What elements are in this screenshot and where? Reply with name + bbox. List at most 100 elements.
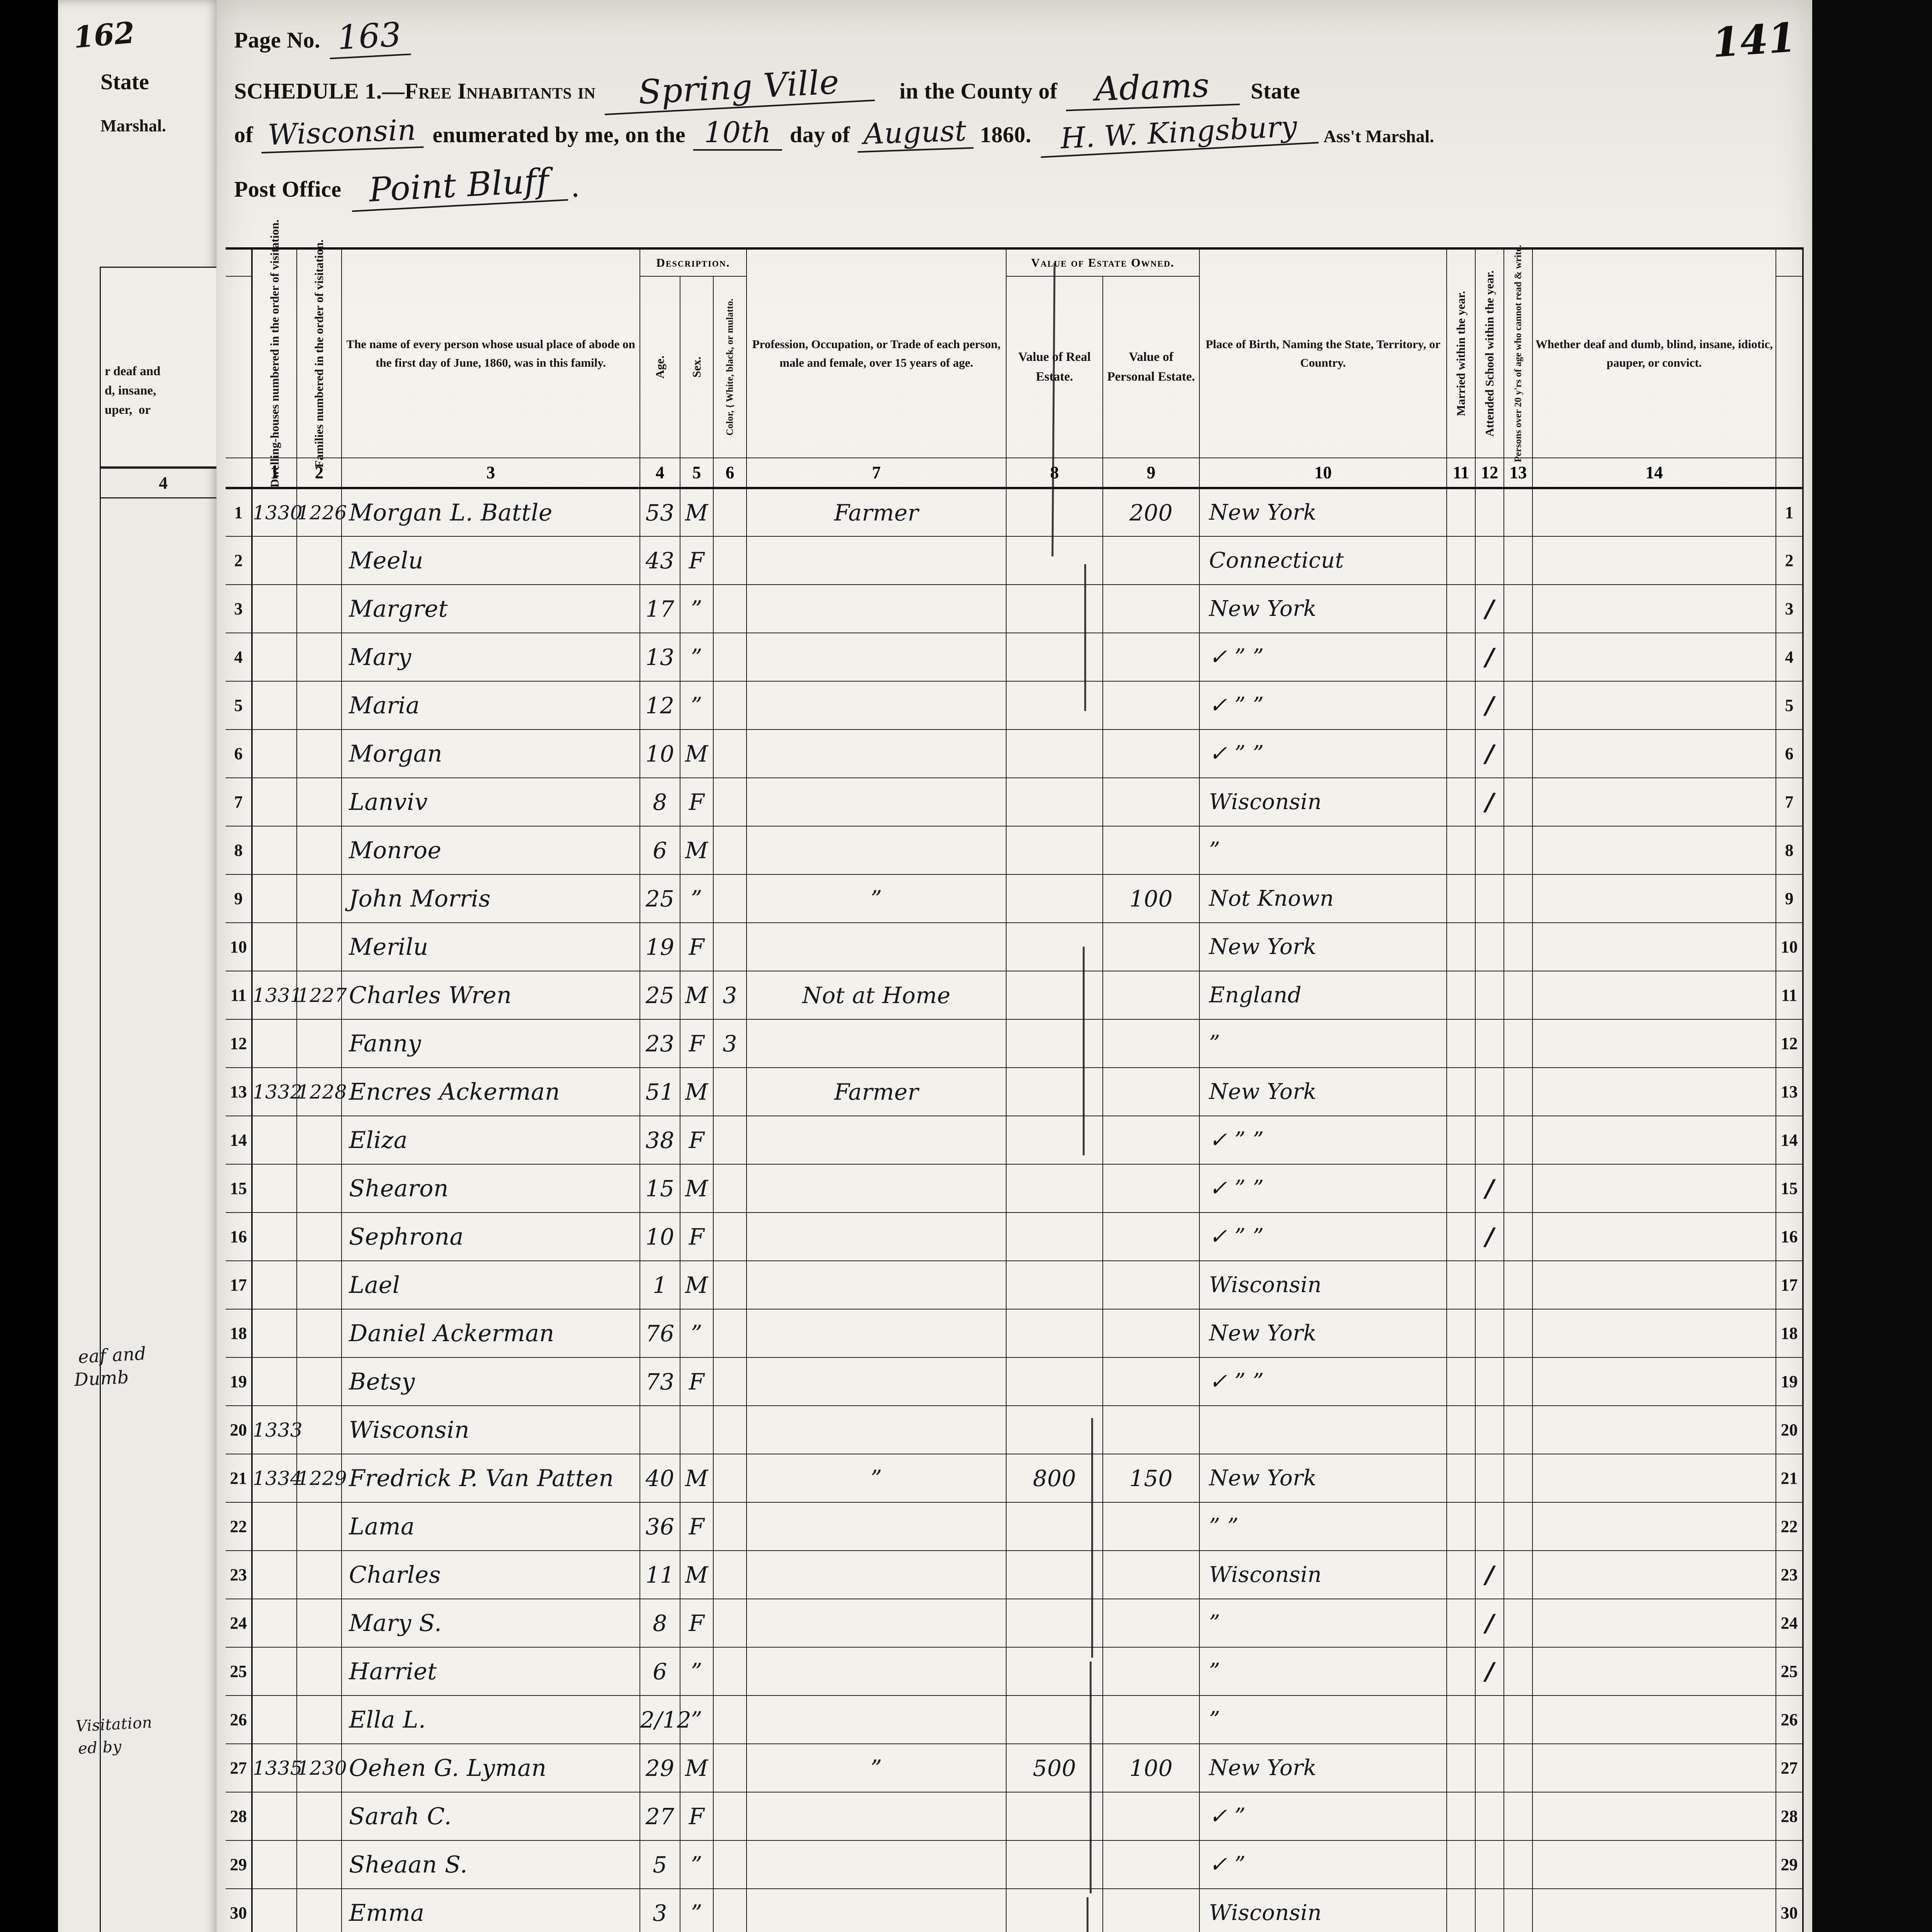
- col-header-dwelling: Dwelling-houses numbered in the order of…: [252, 219, 297, 488]
- row-number-right: 2: [1776, 536, 1804, 585]
- table-row[interactable]: 22 Lama 36 F ” ” 22: [226, 1502, 1804, 1551]
- cell-dwelling-number: [252, 1309, 297, 1358]
- table-row[interactable]: 6 Morgan 10 M ✓ ” ” / 6: [226, 729, 1804, 778]
- cell-sex: ”: [680, 681, 714, 730]
- table-row[interactable]: 15 Shearon 15 M ✓ ” ”/15: [226, 1164, 1804, 1213]
- cell-cannot-read-write: [1503, 1067, 1533, 1116]
- cell-defects: [1532, 536, 1777, 585]
- table-row[interactable]: 5 Maria 12” ✓ ” ” / 5: [226, 681, 1804, 730]
- table-row[interactable]: 1 1330 1226 Morgan L. Battle 53 M Farmer 200 New…: [226, 488, 1804, 537]
- col-header-color: Color, { White, black, or mulatto.: [713, 276, 747, 458]
- cell-attended-school: /: [1475, 1212, 1505, 1261]
- cell-occupation: Farmer: [746, 488, 1007, 537]
- page-number-value: 163: [328, 15, 411, 60]
- table-row[interactable]: 16 Sephrona 10 F ✓ ” ” / 16: [226, 1212, 1804, 1261]
- cell-color: [713, 1647, 747, 1696]
- cell-birthplace: New York: [1199, 922, 1447, 971]
- enumerated-label: enumerated by me, on the: [432, 122, 686, 147]
- table-row[interactable]: 25 Harriet 6””/25: [226, 1647, 1804, 1696]
- table-row[interactable]: 8 Monroe 6 M ” 8: [226, 826, 1804, 875]
- previous-page-col14-header: r deaf and d, insane, uper, or: [100, 267, 220, 468]
- cell-family-number: [296, 1309, 342, 1358]
- cell-real-estate: [1006, 922, 1104, 971]
- cell-sex: F: [680, 1212, 714, 1261]
- table-row[interactable]: 4 Mary 13” ✓ ” ” / 4: [226, 633, 1804, 682]
- cell-cannot-read-write: [1503, 1405, 1533, 1454]
- table-row[interactable]: 12 Fanny 23 F 3 ” 12: [226, 1019, 1804, 1068]
- cell-family-number: [296, 922, 342, 971]
- cell-occupation: [746, 1019, 1007, 1068]
- col-header-family-label: Families numbered in the order of visita…: [312, 239, 326, 468]
- col-header-school-label: Attended School within the year.: [1482, 270, 1496, 437]
- county-label: in the County of: [899, 78, 1058, 104]
- group-header-row: Dwelling-houses numbered in the order of…: [226, 219, 1804, 488]
- cell-birthplace: ”: [1199, 1695, 1447, 1744]
- cell-family-number: [296, 1405, 342, 1454]
- table-row[interactable]: 13 1332 1228 Encres Ackerman 51 M Farmer New Yo…: [226, 1067, 1804, 1116]
- table-row[interactable]: 7 Lanviv 8 F Wisconsin / 7: [226, 777, 1804, 827]
- cell-real-estate: [1006, 826, 1104, 875]
- cell-sex: ”: [680, 1695, 714, 1744]
- table-row[interactable]: 10 Merilu 19 F New York 10: [226, 922, 1804, 971]
- cell-age: 51: [639, 1067, 680, 1116]
- cell-sex: F: [680, 777, 714, 827]
- table-row[interactable]: 20 1333 Wisconsin 20: [226, 1405, 1804, 1454]
- colnum-1: 1: [252, 457, 297, 488]
- row-number-left: 2: [226, 536, 253, 585]
- table-row[interactable]: 23 Charles 11 M Wisconsin / 23: [226, 1550, 1804, 1599]
- cell-sex: ”: [680, 633, 714, 682]
- cell-age: 76: [639, 1309, 680, 1358]
- cell-age: 43: [639, 536, 680, 585]
- table-row[interactable]: 28 Sarah C. 27 F ✓ ” 28: [226, 1792, 1804, 1841]
- cell-personal-estate: [1102, 1647, 1200, 1696]
- cell-color: [713, 1550, 747, 1599]
- table-row[interactable]: 24 Mary S. 8 F ” / 24: [226, 1599, 1804, 1648]
- table-row[interactable]: 27 1335 1230 Oehen G. Lyman 29 M” 500 100 New Yo…: [226, 1743, 1804, 1793]
- cell-occupation: [746, 1502, 1007, 1551]
- cell-person-name: Charles Wren: [341, 971, 640, 1020]
- table-row[interactable]: 14 Eliza 38 F ✓ ” ” 14: [226, 1116, 1804, 1165]
- table-row[interactable]: 29 Sheaan S. 5” ✓ ” 29: [226, 1840, 1804, 1889]
- cell-attended-school: /: [1475, 1599, 1505, 1648]
- col-header-married-label: Married within the year.: [1454, 291, 1468, 417]
- cell-color: [713, 1502, 747, 1551]
- cell-age: 8: [639, 777, 680, 827]
- cell-attended-school: /: [1475, 1164, 1505, 1213]
- cell-real-estate: [1006, 1164, 1104, 1213]
- col-header-illiterate-label: Persons over 20 y'rs of age who cannot r…: [1513, 245, 1524, 463]
- cell-defects: [1532, 826, 1777, 875]
- table-row[interactable]: 11 1331 1227 Charles Wren 25 M 3 Not at Home Eng…: [226, 971, 1804, 1020]
- cell-birthplace: New York: [1199, 1067, 1447, 1116]
- row-number-left: 29: [226, 1840, 253, 1889]
- cell-age: 40: [639, 1454, 680, 1503]
- table-row[interactable]: 3 Margret 17” New York / 3: [226, 584, 1804, 633]
- cell-cannot-read-write: [1503, 922, 1533, 971]
- table-row[interactable]: 18 Daniel Ackerman 76” New York 18: [226, 1309, 1804, 1358]
- table-row[interactable]: 21 1334 1229 Fredrick P. Van Patten 40 M” 800 1…: [226, 1454, 1804, 1503]
- cell-defects: [1532, 1454, 1777, 1503]
- of-word: of: [234, 122, 253, 147]
- row-number-left: 20: [226, 1405, 253, 1454]
- row-number-right: 25: [1776, 1647, 1804, 1696]
- cell-attended-school: /: [1475, 729, 1505, 778]
- table-row[interactable]: 17 Lael 1 M Wisconsin 17: [226, 1260, 1804, 1310]
- previous-page-note-deaf: eaf and: [77, 1343, 147, 1367]
- row-number-left: 6: [226, 729, 253, 778]
- row-number-right: 4: [1776, 633, 1804, 682]
- cell-birthplace: Wisconsin: [1199, 1260, 1447, 1310]
- stray-pen-stroke-5: [1087, 1897, 1088, 1932]
- cell-married-in-year: [1446, 874, 1476, 923]
- table-row[interactable]: 26 Ella L. 2/12”” 26: [226, 1695, 1804, 1744]
- table-row[interactable]: 30 Emma 3” Wisconsin 30: [226, 1888, 1804, 1932]
- cell-married-in-year: [1446, 1164, 1476, 1213]
- row-number-right: 16: [1776, 1212, 1804, 1261]
- cell-family-number: [296, 1019, 342, 1068]
- cell-occupation: [746, 584, 1007, 633]
- cell-occupation: [746, 536, 1007, 585]
- cell-age: [639, 1405, 680, 1454]
- cell-birthplace: Not Known: [1199, 874, 1447, 923]
- table-row[interactable]: 9 John Morris 25”” 100 Not Known 9: [226, 874, 1804, 923]
- table-row[interactable]: 19 Betsy 73 F ✓ ” ” 19: [226, 1357, 1804, 1406]
- cell-real-estate: [1006, 536, 1104, 585]
- table-row[interactable]: 2 Meelu 43 F Connecticut 2: [226, 536, 1804, 585]
